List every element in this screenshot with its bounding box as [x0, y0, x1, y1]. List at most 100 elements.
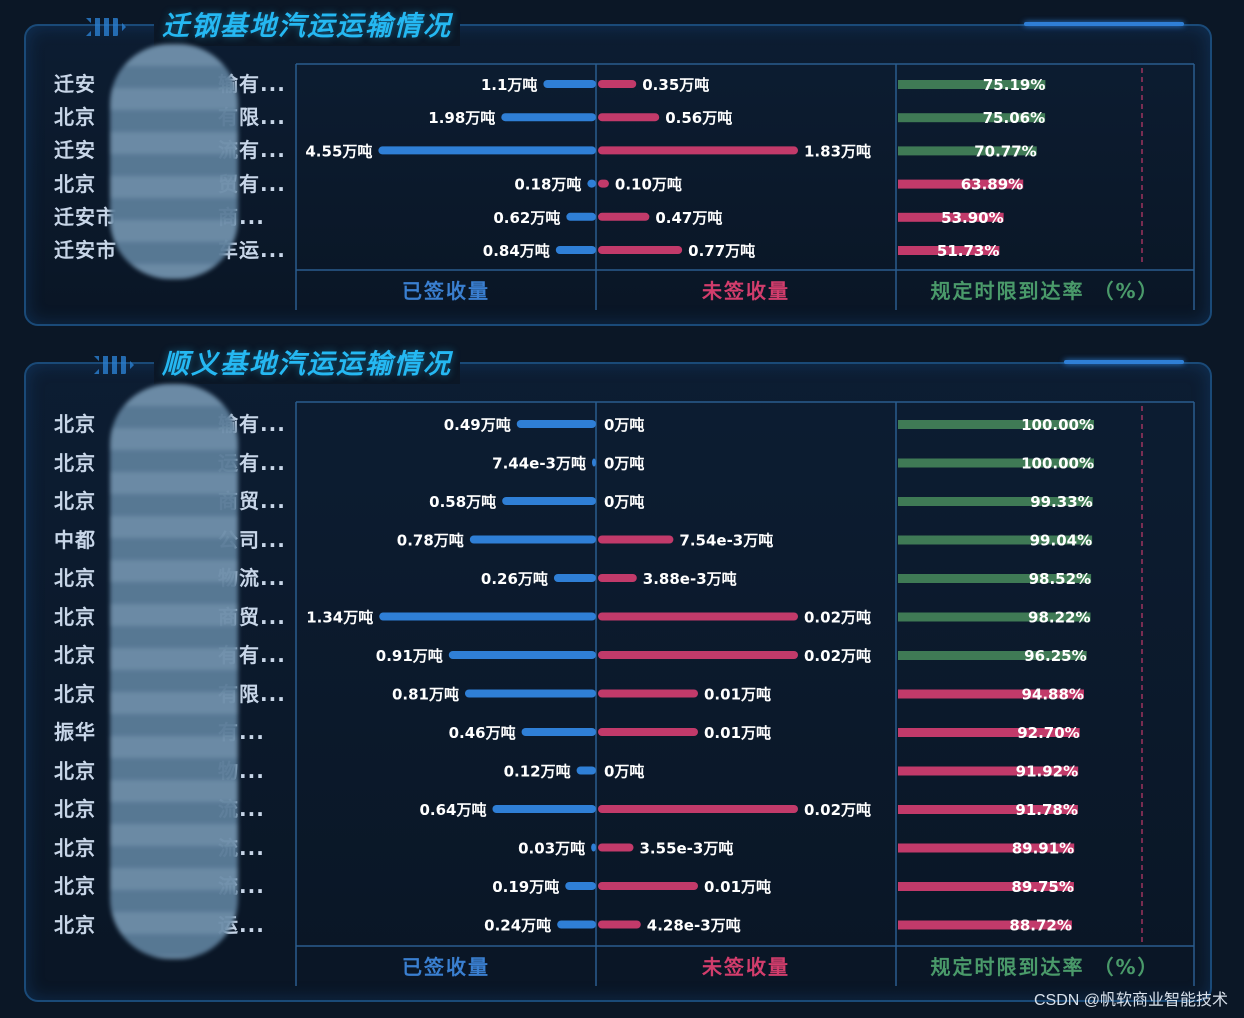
signed-value-label: 0.81万吨	[392, 686, 459, 704]
rate-value-label: 75.19%	[983, 76, 1045, 94]
rate-bar	[898, 246, 1000, 255]
signed-value-label: 0.24万吨	[484, 917, 551, 935]
row-label-start: 北京	[54, 412, 96, 436]
row-label-start: 北京	[54, 489, 96, 513]
signed-bar	[565, 882, 596, 890]
signed-bar	[448, 651, 596, 659]
panel-title: 迁钢基地汽运运输情况	[154, 8, 460, 46]
unsigned-value-label: 0.10万吨	[615, 176, 682, 194]
footer-rate-label: 规定时限到达率 （%）	[930, 279, 1160, 303]
rate-bar	[898, 497, 1093, 506]
rate-bar	[898, 113, 1046, 123]
rate-value-label: 99.33%	[1030, 493, 1092, 511]
rate-bar	[898, 420, 1094, 429]
unsigned-value-label: 0.35万吨	[642, 76, 709, 94]
signed-value-label: 1.1万吨	[481, 76, 538, 94]
row-label-start: 北京	[54, 912, 96, 937]
unsigned-bar	[598, 651, 798, 659]
row-label-start: 北京	[54, 566, 96, 590]
row-label-start: 北京	[54, 681, 96, 706]
unsigned-bar	[598, 146, 798, 155]
unsigned-bar	[598, 689, 698, 698]
rate-bar	[898, 212, 1004, 222]
unsigned-bar	[598, 212, 650, 221]
signed-bar	[576, 766, 596, 775]
rate-value-label: 75.06%	[983, 109, 1045, 127]
unsigned-bar	[598, 728, 698, 736]
rate-bar	[898, 651, 1087, 660]
signed-bar	[566, 212, 596, 221]
unsigned-value-label: 7.54e-3万吨	[679, 532, 773, 550]
signed-bar	[587, 179, 596, 188]
rate-value-label: 98.22%	[1028, 609, 1090, 627]
unsigned-bar	[598, 246, 683, 254]
row-label-start: 迁安	[54, 72, 96, 96]
rate-bar	[898, 689, 1084, 699]
rate-bar	[898, 574, 1092, 583]
row-label-start: 北京	[54, 171, 96, 196]
unsigned-bar	[598, 113, 660, 122]
footer-signed-label: 已签收量	[402, 279, 490, 303]
rate-bar	[898, 766, 1079, 776]
unsigned-bar	[598, 179, 609, 188]
unsigned-bar	[598, 535, 674, 544]
row-label-start: 北京	[54, 835, 96, 860]
unsigned-bar	[598, 574, 637, 582]
unsigned-value-label: 0万吨	[604, 455, 644, 473]
unsigned-value-label: 4.28e-3万吨	[647, 917, 741, 935]
row-label-start: 迁安市	[54, 204, 117, 229]
unsigned-value-label: 1.83万吨	[804, 142, 871, 160]
signed-bar	[521, 728, 596, 736]
rate-value-label: 89.91%	[1012, 840, 1074, 858]
unsigned-bar	[598, 80, 637, 88]
signed-bar	[379, 612, 596, 621]
row-label-start: 北京	[54, 758, 96, 783]
chevron-right-icon	[86, 18, 126, 36]
signed-value-label: 0.64万吨	[419, 801, 486, 819]
rate-bar	[898, 146, 1037, 156]
signed-value-label: 0.19万吨	[492, 878, 559, 896]
signed-bar	[543, 80, 596, 88]
signed-value-label: 0.78万吨	[397, 532, 464, 550]
rate-value-label: 53.90%	[941, 209, 1003, 227]
unsigned-value-label: 0.56万吨	[665, 109, 732, 127]
signed-bar	[492, 805, 596, 813]
row-label-start: 北京	[54, 874, 96, 898]
unsigned-bar	[598, 920, 641, 929]
rate-value-label: 51.73%	[937, 242, 999, 260]
rate-bar	[898, 728, 1080, 737]
panel-qiangang: 迁钢基地汽运运输情况 1.1万吨 0.35万吨 75.19% 1.98万吨 0.56万吨…	[24, 8, 1212, 326]
signed-value-label: 0.58万吨	[429, 493, 496, 511]
signed-value-label: 0.62万吨	[493, 209, 560, 227]
signed-value-label: 0.84万吨	[483, 242, 550, 260]
unsigned-value-label: 0.47万吨	[655, 209, 722, 227]
rate-value-label: 70.77%	[974, 142, 1036, 160]
row-label-start: 迁安	[54, 138, 96, 163]
signed-value-label: 7.44e-3万吨	[492, 455, 586, 473]
row-label-start: 中都	[54, 527, 96, 552]
rate-bar	[898, 458, 1094, 468]
rate-value-label: 63.89%	[961, 176, 1023, 194]
rate-value-label: 91.78%	[1015, 801, 1077, 819]
rate-value-label: 100.00%	[1021, 416, 1094, 434]
signed-bar	[553, 574, 596, 582]
row-label-start: 北京	[54, 797, 96, 821]
accent-bar	[1024, 22, 1184, 26]
rate-value-label: 100.00%	[1021, 455, 1094, 473]
signed-value-label: 0.26万吨	[481, 570, 548, 588]
rate-value-label: 88.72%	[1009, 917, 1071, 935]
unsigned-value-label: 0.01万吨	[704, 686, 771, 704]
accent-bar	[1064, 360, 1184, 364]
signed-bar	[469, 535, 596, 544]
chart-svg: 0.49万吨 0万吨 100.00% 7.44e-3万吨 0万吨 100.00% 0.58万…	[295, 401, 1195, 986]
rate-value-label: 89.75%	[1011, 878, 1073, 896]
signed-value-label: 0.18万吨	[514, 176, 581, 194]
signed-bar	[378, 146, 596, 155]
signed-value-label: 1.98万吨	[428, 109, 495, 127]
panel-shunyi: 顺义基地汽运运输情况 0.49万吨 0万吨 100.00% 7.44e-3万吨 0万吨 1…	[24, 346, 1212, 1002]
footer-unsigned-label: 未签收量	[702, 955, 790, 979]
unsigned-value-label: 0.02万吨	[804, 609, 871, 627]
footer-rate-label: 规定时限到达率 （%）	[930, 955, 1160, 979]
rate-value-label: 92.70%	[1017, 724, 1079, 742]
